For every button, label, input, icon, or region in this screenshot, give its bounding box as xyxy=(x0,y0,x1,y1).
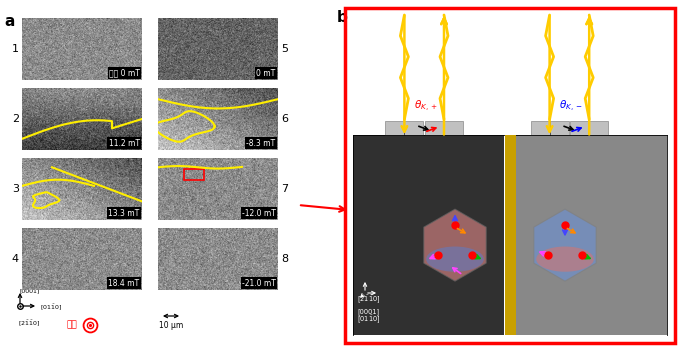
Text: $\theta_{K,+}$: $\theta_{K,+}$ xyxy=(414,99,438,114)
Ellipse shape xyxy=(537,246,594,272)
Text: b: b xyxy=(337,10,348,25)
Text: 13.3 mT: 13.3 mT xyxy=(108,208,139,218)
Text: 磁場 0 mT: 磁場 0 mT xyxy=(109,68,139,78)
Text: [01$\bar{1}$0]: [01$\bar{1}$0] xyxy=(357,313,380,325)
Text: -21.0 mT: -21.0 mT xyxy=(241,279,275,287)
Text: 4: 4 xyxy=(12,254,19,264)
Text: [2$\bar{1}\bar{1}$0]: [2$\bar{1}\bar{1}$0] xyxy=(18,318,40,327)
Text: 18.4 mT: 18.4 mT xyxy=(109,279,139,287)
Text: $\theta_{K,-}$: $\theta_{K,-}$ xyxy=(560,99,583,114)
Ellipse shape xyxy=(426,246,483,272)
Bar xyxy=(571,121,608,135)
Polygon shape xyxy=(534,209,596,281)
Text: 10 μm: 10 μm xyxy=(159,321,183,330)
Text: [0001]: [0001] xyxy=(20,288,40,293)
Text: 8: 8 xyxy=(281,254,288,264)
Text: [0001]: [0001] xyxy=(357,308,379,315)
Bar xyxy=(530,121,568,135)
Text: 6: 6 xyxy=(281,114,288,124)
Text: 1: 1 xyxy=(12,44,19,54)
Text: 3: 3 xyxy=(12,184,19,194)
Text: 2: 2 xyxy=(12,114,19,124)
Text: 0 mT: 0 mT xyxy=(256,68,275,78)
Text: 5: 5 xyxy=(281,44,288,54)
Text: a: a xyxy=(4,14,14,29)
Polygon shape xyxy=(424,209,486,281)
Text: [2$\bar{1}\bar{1}$0]: [2$\bar{1}\bar{1}$0] xyxy=(357,293,380,305)
Text: -8.3 mT: -8.3 mT xyxy=(246,139,275,147)
Text: [01$\bar{1}$0]: [01$\bar{1}$0] xyxy=(40,302,63,312)
Bar xyxy=(345,8,675,343)
Bar xyxy=(184,169,203,180)
Bar xyxy=(505,135,516,335)
Bar xyxy=(386,121,424,135)
Bar xyxy=(353,135,504,335)
Bar xyxy=(425,121,463,135)
Bar xyxy=(516,135,667,335)
Text: 磁場: 磁場 xyxy=(67,320,78,330)
Text: 7: 7 xyxy=(281,184,288,194)
Text: 11.2 mT: 11.2 mT xyxy=(109,139,139,147)
Text: -12.0 mT: -12.0 mT xyxy=(241,208,275,218)
